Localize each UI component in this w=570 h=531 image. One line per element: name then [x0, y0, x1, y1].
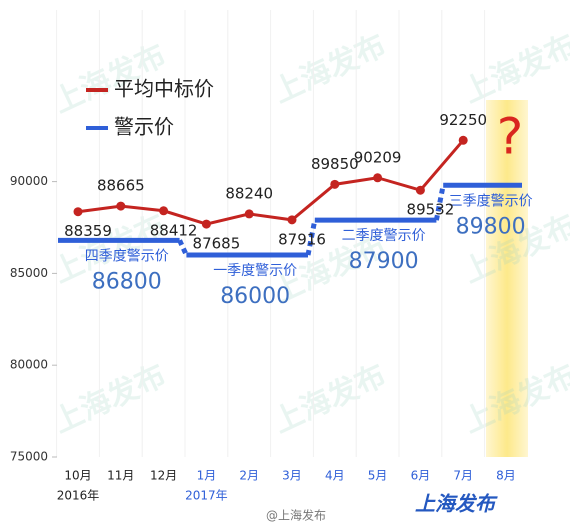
x-tick-label: 8月	[496, 469, 516, 483]
price-point	[244, 209, 254, 219]
x-tick-label: 6月	[411, 469, 431, 483]
value-label: 87916	[278, 230, 326, 248]
quarter-label: 四季度警示价	[85, 248, 169, 264]
value-label: 89850	[311, 155, 359, 173]
annotation: ?	[497, 108, 524, 166]
quarter-label: 三季度警示价	[449, 193, 533, 209]
price-point	[415, 185, 425, 195]
value-label: 88412	[150, 221, 198, 239]
x-tick-label: 11月	[107, 469, 134, 483]
y-tick-label: 80000	[10, 358, 48, 372]
y-tick-label: 75000	[10, 450, 48, 464]
value-label: 87685	[193, 235, 241, 253]
value-label: 89532	[407, 201, 455, 219]
y-tick-label: 90000	[10, 174, 48, 188]
quarter-label: 一季度警示价	[213, 263, 297, 279]
legend-label: 平均中标价	[114, 77, 214, 101]
quarter-value: 89800	[456, 214, 526, 239]
x-tick-label: 3月	[282, 469, 302, 483]
price-point	[116, 201, 126, 211]
x-tick-label: 12月	[150, 469, 177, 483]
value-label: 92250	[439, 111, 487, 129]
warning-connector	[433, 184, 446, 221]
quarter-label: 二季度警示价	[342, 228, 426, 244]
value-label: 90209	[354, 148, 402, 166]
x-tick-label: 7月	[453, 469, 473, 483]
price-line	[77, 139, 465, 226]
x-tick-label: 4月	[325, 469, 345, 483]
y-tick-label: 85000	[10, 266, 48, 280]
price-point	[373, 173, 383, 183]
value-label: 88359	[64, 222, 112, 240]
price-point	[73, 207, 83, 217]
quarter-value: 86800	[92, 269, 162, 294]
price-point	[287, 215, 297, 225]
brand: 上海发布	[415, 492, 498, 516]
warning-connector	[177, 239, 189, 257]
value-label: 88240	[225, 184, 273, 202]
price-point	[159, 206, 169, 216]
year-label: 2017年	[185, 489, 228, 503]
year-label: 2016年	[57, 489, 100, 503]
x-tick-label: 10月	[64, 469, 91, 483]
price-point	[330, 179, 340, 189]
legend-label: 警示价	[114, 115, 174, 139]
x-tick-label: 1月	[197, 469, 217, 483]
x-tick-label: 5月	[368, 469, 388, 483]
price-point	[458, 135, 468, 145]
quarter-value: 86000	[220, 284, 290, 309]
highlight-column	[486, 100, 528, 457]
price-point	[201, 219, 211, 229]
x-tick-label: 2月	[239, 469, 259, 483]
credit: @上海发布	[266, 508, 326, 523]
warning-connector	[305, 219, 318, 256]
quarter-value: 87900	[349, 249, 419, 274]
value-label: 88665	[97, 177, 145, 195]
